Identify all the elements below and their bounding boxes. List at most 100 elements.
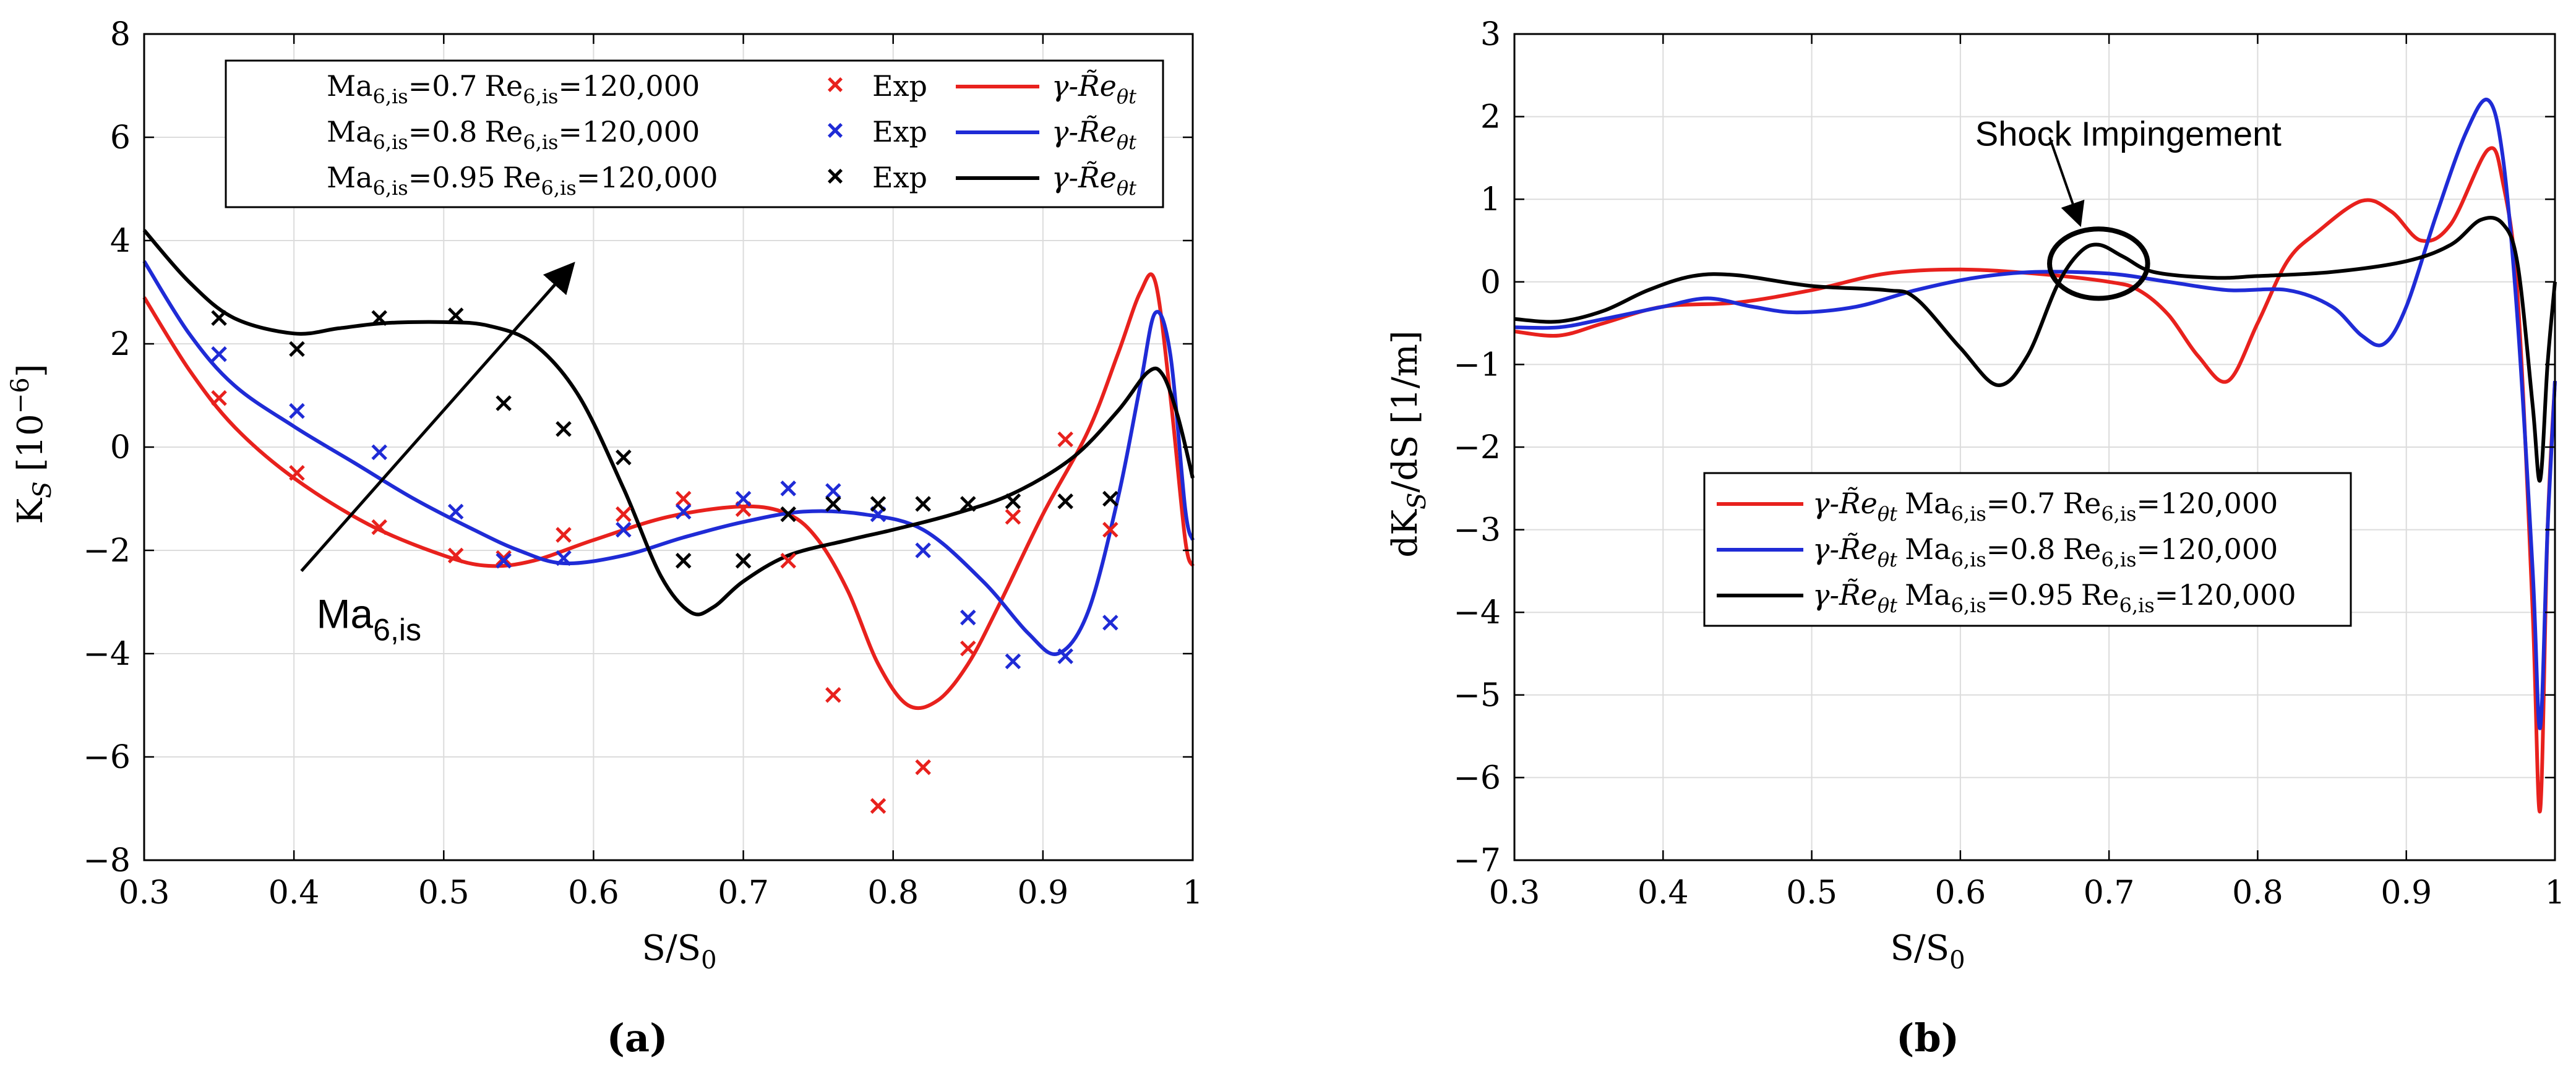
exp-marker-stroke [780, 480, 796, 497]
legend-a-cond-ma08: Ma6,is=0.8 Re6,is=120,000 [327, 115, 700, 154]
exp-marker-stroke [371, 310, 387, 327]
x-tick-label: 0.8 [867, 874, 919, 912]
exp-marker-stroke [1057, 493, 1073, 510]
exp-data-point [735, 490, 752, 507]
y-tick-label: 4 [110, 223, 131, 260]
exp-marker-stroke [496, 550, 512, 566]
x-tick-label: 1 [2544, 874, 2565, 912]
y-tick-label: −7 [1453, 842, 1501, 879]
exp-data-point [825, 496, 841, 512]
series-line [142, 260, 1195, 656]
exp-data-point [556, 527, 572, 543]
panel-b-legend-box [1703, 472, 2352, 627]
panel-b-legend: γ-R̃eθt Ma6,is=0.7 Re6,is=120,000 γ-R̃eθt M… [1703, 472, 2352, 627]
x-tick-label: 0.3 [119, 874, 170, 912]
exp-data-point [1102, 490, 1118, 507]
legend-a-exp-ma07: Exp [872, 69, 927, 103]
exp-data-point [616, 449, 632, 466]
exp-marker-stroke [1102, 490, 1118, 507]
exp-marker-stroke [289, 403, 305, 419]
exp-data-point [1102, 615, 1118, 631]
exp-marker-stroke [556, 421, 572, 437]
exp-data-point [289, 341, 305, 357]
shock-impingement-arrow [2048, 137, 2085, 228]
exp-marker-stroke [735, 490, 752, 507]
exp-marker-stroke [1057, 648, 1073, 664]
exp-data-point [1057, 648, 1073, 664]
exp-marker-stroke [960, 496, 976, 512]
exp-data-point [960, 609, 976, 626]
x-tick-label: 1 [1182, 874, 1203, 912]
exp-marker-stroke [960, 609, 976, 626]
panel-b-grid [1514, 33, 2556, 861]
x-tick-label: 0.6 [568, 874, 619, 912]
exp-data-point [1005, 493, 1021, 510]
exp-data-point [289, 464, 305, 481]
exp-marker-stroke [447, 547, 464, 564]
exp-data-point [1005, 653, 1021, 670]
exp-marker-stroke [556, 527, 572, 543]
exp-marker-stroke [825, 496, 841, 512]
exp-data-point [960, 496, 976, 512]
y-tick-label: 0 [1480, 264, 1501, 301]
y-tick-label: 6 [110, 119, 131, 156]
exp-marker-stroke [1102, 615, 1118, 631]
exp-marker-stroke [289, 341, 305, 357]
exp-data-point [915, 542, 931, 558]
exp-marker-stroke [211, 310, 227, 327]
exp-data-point [825, 483, 841, 499]
y-tick-label: −2 [83, 532, 131, 570]
exp-marker-stroke [825, 687, 841, 703]
y-tick-label: 2 [110, 326, 131, 363]
exp-data-point [780, 552, 796, 569]
series-line [142, 229, 1195, 617]
exp-marker-stroke [735, 552, 752, 569]
y-tick-label: 8 [110, 16, 131, 53]
exp-marker-stroke [1057, 431, 1073, 448]
series-line [142, 272, 1195, 711]
legend-row-ma095: Ma6,is=0.95 Re6,is=120,000 × Exp γ-R̃eθt [327, 160, 1136, 200]
exp-data-point [371, 310, 387, 327]
legend-b-row-ma08: γ-R̃eθt Ma6,is=0.8 Re6,is=120,000 [1717, 532, 2278, 571]
y-tick-label: 3 [1480, 16, 1501, 53]
legend-a-marker-ma08: × [826, 114, 844, 147]
exp-data-point [616, 521, 632, 538]
y-tick-label: 2 [1480, 99, 1501, 136]
exp-data-point [870, 798, 887, 814]
legend-b-row-ma07: γ-R̃eθt Ma6,is=0.7 Re6,is=120,000 [1717, 487, 2278, 526]
panel-a-label: (a) [607, 1015, 668, 1061]
exp-data-point [496, 550, 512, 566]
y-tick-label: −3 [1453, 512, 1501, 549]
exp-marker-stroke [616, 521, 632, 538]
legend-a-model-ma07: γ-R̃eθt [1052, 69, 1136, 108]
panel-b-series-lines [1514, 97, 2557, 814]
exp-data-point [211, 310, 227, 327]
exp-data-point [556, 421, 572, 437]
exp-marker-stroke [870, 496, 887, 512]
x-tick-label: 0.6 [1935, 874, 1986, 912]
exp-marker-stroke [616, 506, 632, 523]
legend-row-ma08: Ma6,is=0.8 Re6,is=120,000 × Exp γ-R̃eθt [327, 114, 1136, 154]
exp-data-point [289, 403, 305, 419]
y-tick-label: 0 [110, 429, 131, 466]
exp-marker-stroke [447, 503, 464, 520]
exp-marker-stroke [915, 542, 931, 558]
x-tick-label: 0.4 [1638, 874, 1689, 912]
exp-marker-stroke [371, 444, 387, 461]
exp-marker-stroke [1005, 493, 1021, 510]
panel-b-ylabel: dKS/dS [1/m] [1385, 330, 1432, 557]
panel-a-series-lines [142, 229, 1195, 711]
y-tick-label: 1 [1480, 181, 1501, 218]
exp-marker-stroke [1102, 521, 1118, 538]
panel-a-ticks: 0.3 0.4 0.5 0.6 0.7 0.8 0.9 1 −8 −6 −4 −2 0 2 4 6 8 [83, 16, 1203, 912]
exp-data-point [915, 496, 931, 512]
exp-marker-stroke [211, 390, 227, 406]
y-tick-label: −6 [1453, 759, 1501, 796]
exp-data-point [496, 395, 512, 411]
panel-a-ylabel: KS[10−6] [6, 364, 57, 524]
exp-marker-stroke [496, 395, 512, 411]
panel-a-mach-label: Ma6,is [316, 591, 421, 647]
x-tick-label: 0.5 [418, 874, 470, 912]
panel-b-ticks: 0.3 0.4 0.5 0.6 0.7 0.8 0.9 1 −7 −6 −5 −4 −3 −2 −1 0 1 2 3 [1453, 16, 2565, 912]
